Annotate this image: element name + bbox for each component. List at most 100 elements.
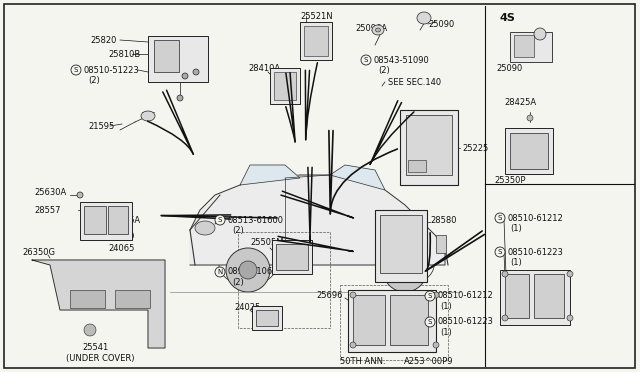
- Text: 25096A: 25096A: [355, 23, 387, 32]
- Circle shape: [433, 342, 439, 348]
- Text: 50TH ANN.: 50TH ANN.: [340, 357, 386, 366]
- Text: 25505M: 25505M: [250, 237, 284, 247]
- Bar: [300, 22, 332, 60]
- Bar: [154, 40, 179, 72]
- Text: (1): (1): [510, 257, 522, 266]
- Text: 25541: 25541: [82, 343, 108, 353]
- Text: 08510-61212: 08510-61212: [437, 292, 493, 301]
- Bar: [505, 128, 553, 174]
- Text: 28410A: 28410A: [248, 64, 280, 73]
- Text: 08911-10610: 08911-10610: [227, 267, 283, 276]
- Text: 25696: 25696: [316, 291, 342, 299]
- Bar: [436, 235, 446, 253]
- Circle shape: [383, 248, 427, 292]
- Text: 25810B: 25810B: [108, 49, 140, 58]
- Circle shape: [84, 324, 96, 336]
- Bar: [70, 290, 105, 308]
- Text: 25820: 25820: [90, 35, 116, 45]
- Text: S: S: [74, 67, 78, 73]
- Bar: [353, 295, 385, 345]
- Circle shape: [534, 28, 546, 40]
- Text: 26350G: 26350G: [22, 247, 55, 257]
- Circle shape: [425, 291, 435, 301]
- Bar: [270, 68, 300, 104]
- Circle shape: [502, 315, 508, 321]
- Text: A253^00P9: A253^00P9: [404, 357, 454, 366]
- Text: 08510-61212: 08510-61212: [507, 214, 563, 222]
- Bar: [148, 36, 208, 82]
- Text: 21595: 21595: [88, 122, 115, 131]
- Circle shape: [193, 69, 199, 75]
- Text: 08510-61223: 08510-61223: [507, 247, 563, 257]
- Circle shape: [215, 267, 225, 277]
- Circle shape: [396, 261, 414, 279]
- Text: 25090: 25090: [497, 64, 523, 73]
- Bar: [115, 290, 150, 308]
- Circle shape: [350, 292, 356, 298]
- Bar: [510, 32, 552, 62]
- Text: 24025: 24025: [234, 304, 260, 312]
- Text: (1): (1): [510, 224, 522, 232]
- Ellipse shape: [417, 12, 431, 24]
- Text: 28557: 28557: [34, 205, 61, 215]
- Circle shape: [433, 292, 439, 298]
- Text: 25225: 25225: [462, 144, 488, 153]
- Bar: [408, 160, 426, 172]
- Text: SEE SEC.140: SEE SEC.140: [388, 77, 441, 87]
- Ellipse shape: [141, 111, 155, 121]
- Text: 24065: 24065: [108, 244, 134, 253]
- Bar: [276, 244, 308, 270]
- Bar: [80, 202, 132, 240]
- Text: 25521N: 25521N: [300, 12, 333, 20]
- Bar: [514, 35, 534, 57]
- Circle shape: [77, 192, 83, 198]
- Text: 25065: 25065: [80, 224, 106, 232]
- Circle shape: [215, 215, 225, 225]
- Text: 08513-61600: 08513-61600: [227, 215, 283, 224]
- Bar: [84, 206, 106, 234]
- Circle shape: [226, 248, 270, 292]
- Text: (1): (1): [440, 302, 452, 311]
- Bar: [274, 72, 296, 100]
- Bar: [390, 295, 428, 345]
- Circle shape: [527, 115, 533, 121]
- Circle shape: [495, 247, 505, 257]
- Ellipse shape: [195, 221, 215, 235]
- Bar: [256, 310, 278, 326]
- Polygon shape: [240, 165, 300, 185]
- Text: N: N: [218, 269, 223, 275]
- Circle shape: [350, 342, 356, 348]
- Text: (2): (2): [378, 65, 390, 74]
- Bar: [304, 26, 328, 56]
- Text: 08543-51090: 08543-51090: [373, 55, 429, 64]
- Circle shape: [425, 317, 435, 327]
- Text: S: S: [364, 57, 368, 63]
- Text: 08510-61223: 08510-61223: [437, 317, 493, 327]
- Text: 28590: 28590: [108, 231, 134, 241]
- Polygon shape: [330, 165, 385, 190]
- Text: 25090: 25090: [428, 19, 454, 29]
- Bar: [406, 115, 452, 175]
- Bar: [272, 240, 312, 274]
- Text: (2): (2): [88, 76, 100, 84]
- Bar: [348, 290, 436, 352]
- Bar: [108, 206, 128, 234]
- Circle shape: [71, 65, 81, 75]
- Text: S: S: [498, 249, 502, 255]
- Text: S: S: [428, 319, 432, 325]
- Text: (2): (2): [232, 278, 244, 286]
- Bar: [534, 274, 564, 318]
- Ellipse shape: [376, 28, 381, 32]
- Bar: [375, 210, 427, 282]
- Text: S: S: [428, 293, 432, 299]
- Text: (1): (1): [440, 328, 452, 337]
- Text: (2): (2): [232, 225, 244, 234]
- Bar: [510, 133, 548, 169]
- Bar: [252, 306, 282, 330]
- Bar: [500, 270, 570, 325]
- Ellipse shape: [372, 25, 384, 35]
- Circle shape: [239, 261, 257, 279]
- Circle shape: [177, 95, 183, 101]
- Circle shape: [182, 73, 188, 79]
- Text: (UNDER COVER): (UNDER COVER): [66, 353, 134, 362]
